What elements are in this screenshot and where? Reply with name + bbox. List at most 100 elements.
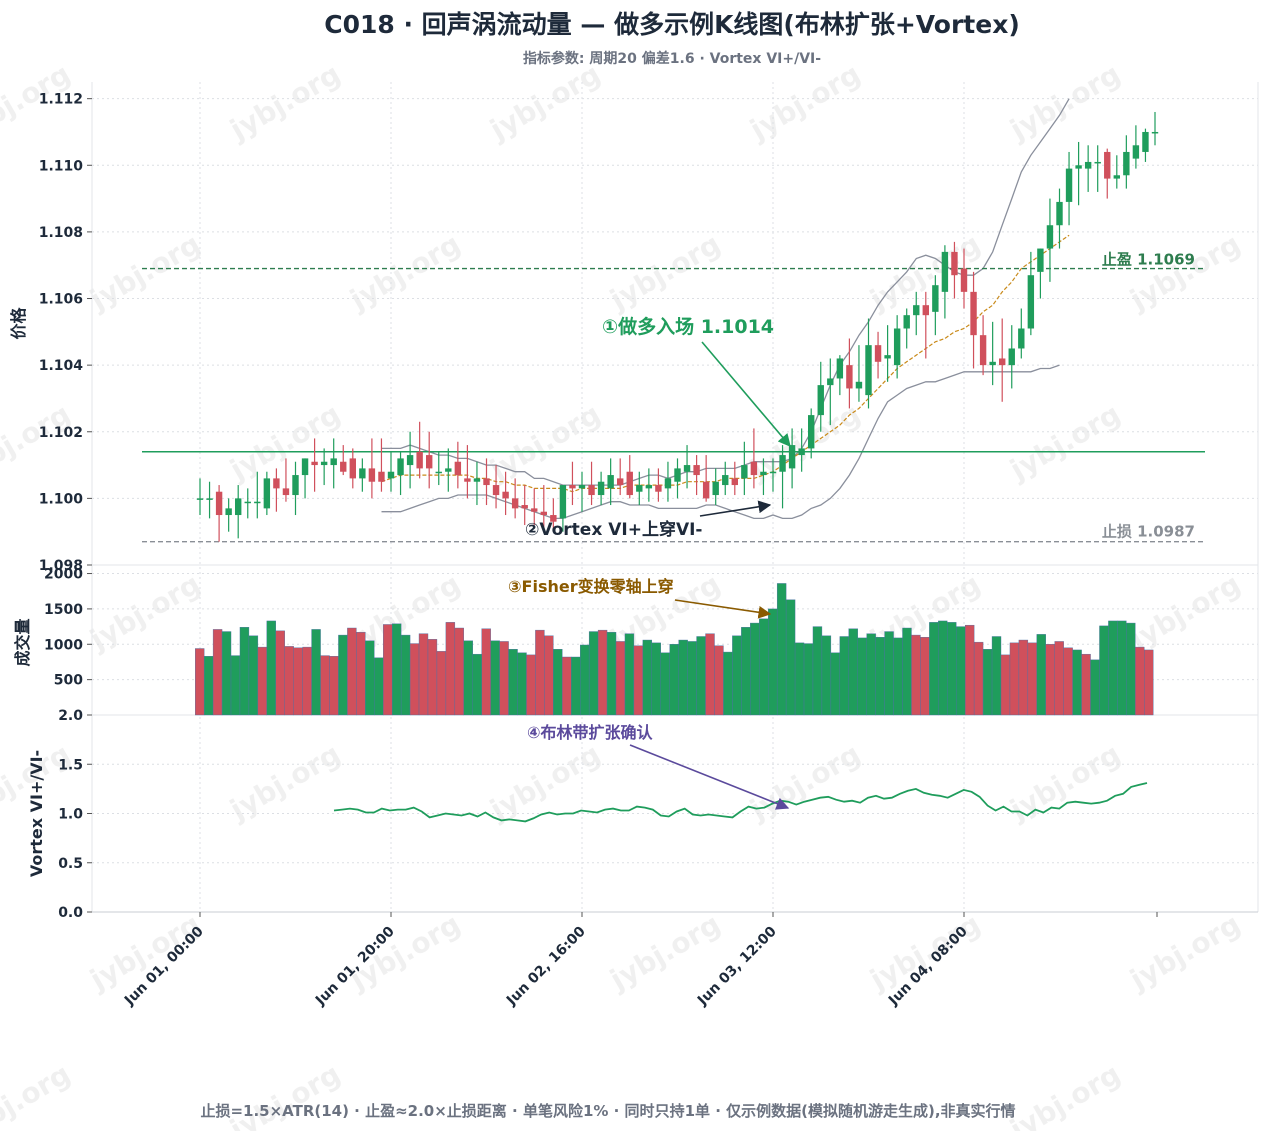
bollinger-layer [381,98,1070,520]
candle-body [225,508,232,516]
candle-body [893,328,901,366]
volume-bar [1045,644,1055,716]
y-tick-label: 1.112 [39,92,83,108]
candle-body [979,335,987,366]
price-axis-title: 价格 [9,307,28,340]
candle-body [1075,165,1082,169]
y-tick-label: 2000 [44,567,83,583]
candle-body [292,475,299,496]
candle-body [597,481,605,496]
candle-body [769,471,777,474]
volume-bar [347,627,357,716]
candle-body [827,378,834,386]
trade-levels-layer: 止盈 1.1069 止损 1.0987 [142,251,1205,543]
candle-body [502,491,509,499]
stop-loss-label: 止损 1.0987 [1102,523,1195,541]
watermark-text: jybj.org [1004,1057,1126,1131]
candle-body [206,498,213,500]
candle-body [846,365,853,389]
volume-bar [463,640,473,716]
volume-bar [248,635,259,716]
volume-bar [293,647,303,716]
footer-note: 止损=1.5×ATR(14) · 止盈≈2.0×止损距离 · 单笔风险1% · … [200,1102,1015,1120]
candle-body [435,471,442,474]
y-tick-label: 1.0 [58,807,83,823]
volume-bar [651,642,661,716]
volume-bar [302,646,312,716]
chart-title: C018 · 回声涡流动量 — 做多示例K线图(布林扩张+Vortex) [324,10,1020,39]
candle-body [750,461,758,476]
volume-axis-title: 成交量 [13,618,32,666]
volume-bar [1063,647,1073,716]
candle-body [378,471,385,482]
candle-body [540,511,547,516]
volume-bar [759,618,769,716]
candle-body [511,498,519,509]
candle-body [521,505,528,509]
volume-bar [230,655,241,716]
candle-body [340,461,347,472]
candle-body [1056,201,1063,226]
volume-bar [705,633,715,716]
candle-body [808,415,815,449]
candle-body [311,461,318,466]
volume-bar [848,628,858,716]
volume-bar [875,636,885,716]
candle-body [387,471,395,479]
y-tick-label: 1.5 [58,757,83,773]
volume-bar [266,620,276,716]
volume-bar [239,627,250,716]
candle-body [712,481,719,496]
candle-body [569,485,576,489]
y-tick-label: 1.098 [39,558,83,574]
y-tick-label: 1500 [44,602,83,618]
volume-bar [1009,642,1020,716]
volume-bar [472,653,482,716]
y-tick-label: 500 [54,673,83,689]
watermark-text: jybj.org [84,567,206,657]
candle-body [731,478,738,486]
volume-bar [839,636,849,716]
volume-bar [365,640,375,716]
volume-bar [517,652,527,716]
volume-bar [732,635,742,716]
watermark-text: jybj.org [484,57,606,147]
candle-body [1037,248,1044,272]
volume-bar [535,629,545,716]
candle-body [1046,225,1054,249]
candle-body [999,358,1006,366]
candle-body [416,451,423,469]
candle-body [196,498,204,500]
candle-body [349,458,356,479]
volume-bar [338,634,348,716]
volume-bar [606,632,617,716]
volume-bar [562,656,572,716]
watermark-text: jybj.org [1124,567,1246,657]
volume-bar [830,652,841,716]
chart-subtitle: 指标参数: 周期20 偏差1.6 · Vortex VI+/VI- [523,50,821,67]
candle-body [588,485,595,496]
candle-body [263,478,271,509]
candle-body [702,481,710,499]
candle-body [578,485,586,489]
volume-bar [544,635,554,716]
fisher-annotation: ③Fisher变换零轴上穿 [508,577,674,596]
candle-body [330,458,337,466]
volume-bar [1099,625,1109,716]
candle-body [368,468,376,482]
y-tick-label: 1.110 [39,158,84,174]
candle-body [693,465,700,476]
vortex-line [333,782,1148,823]
volume-bar [508,649,518,716]
candle-body [798,448,805,456]
axes-layer: 1.098 1.100 1.102 1.104 1.106 1.108 1.110 1.112… [9,92,1158,1009]
volume-bar [973,641,984,716]
candle-body [301,458,309,476]
watermark-text: jybj.org [224,57,346,147]
volume-bar [579,644,590,716]
volume-bar [1027,642,1038,716]
y-tick-label: 0.0 [58,905,83,921]
candle-body [664,478,672,489]
watermark-text: jybj.org [864,227,986,317]
volume-bar [956,626,966,716]
